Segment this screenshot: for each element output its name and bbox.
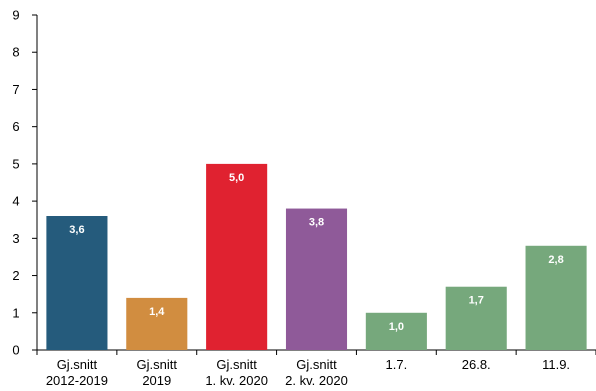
category-label: 26.8. [462, 357, 491, 372]
category-label: 2019 [142, 373, 171, 388]
data-label: 3,8 [309, 217, 324, 229]
bar [46, 216, 108, 350]
y-tick-label: 1 [12, 305, 19, 320]
y-tick-label: 3 [12, 231, 19, 246]
bars [46, 163, 587, 350]
y-tick-label: 7 [12, 82, 19, 97]
bar [206, 163, 268, 350]
data-label: 3,6 [69, 224, 84, 236]
data-label: 1,4 [149, 306, 165, 318]
bar [285, 208, 348, 350]
bar [445, 286, 507, 350]
category-label: 2. kv. 2020 [285, 373, 348, 388]
category-label: 1.7. [386, 357, 408, 372]
data-label: 1,7 [469, 295, 484, 307]
data-label: 1,0 [389, 321, 404, 333]
y-tick-label: 6 [12, 119, 19, 134]
y-tick-label: 9 [12, 8, 19, 23]
y-tick-label: 4 [12, 194, 19, 209]
category-label: Gj.snitt [137, 357, 178, 372]
y-tick-label: 8 [12, 45, 19, 60]
category-label: Gj.snitt [57, 357, 98, 372]
bar [126, 297, 188, 350]
y-tick-label: 5 [12, 156, 19, 171]
labels: 3,6Gj.snitt2012-20191,4Gj.snitt20195,0Gj… [46, 172, 570, 388]
y-tick-label: 2 [12, 268, 19, 283]
category-label: 11.9. [542, 357, 570, 372]
category-label: Gj.snitt [296, 357, 337, 372]
category-label: 2012-2019 [46, 373, 108, 388]
category-label: Gj.snitt [216, 357, 257, 372]
data-label: 2,8 [548, 254, 563, 266]
category-label: 1. kv. 2020 [205, 373, 268, 388]
bar [525, 245, 587, 350]
bar [365, 312, 427, 350]
y-tick-label: 0 [12, 343, 19, 358]
data-label: 5,0 [229, 172, 244, 184]
